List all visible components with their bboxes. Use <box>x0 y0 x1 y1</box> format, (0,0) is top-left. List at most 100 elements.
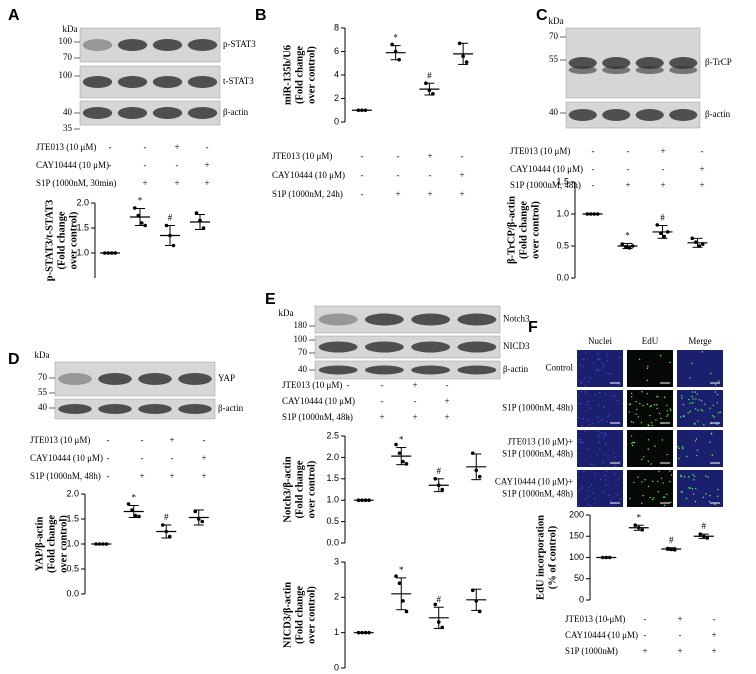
data-point <box>440 487 445 492</box>
edu-dot <box>694 408 697 410</box>
edu-dot <box>712 415 714 417</box>
edu-dot <box>691 391 694 393</box>
blot-band <box>635 109 664 121</box>
y-title-line: (Fold change <box>56 211 67 269</box>
edu-dot <box>669 408 671 410</box>
nucleus <box>598 404 600 407</box>
condition-mark: + <box>412 380 417 390</box>
nucleus <box>614 395 616 397</box>
nucleus <box>580 402 582 405</box>
condition-mark: + <box>660 180 665 190</box>
condition-mark: - <box>109 160 112 170</box>
edu-dot <box>692 473 694 476</box>
data-point <box>164 223 169 228</box>
nucleus <box>582 365 585 368</box>
data-point <box>356 498 361 503</box>
edu-dot <box>666 404 668 407</box>
edu-dot <box>681 395 683 397</box>
nucleus <box>606 360 609 362</box>
edu-dot <box>649 414 651 417</box>
condition-label: JTE013 (10 μM) <box>30 435 90 445</box>
data-point <box>585 212 590 216</box>
y-title: Notch3/β-actin (Fold change over control) <box>282 456 317 522</box>
edu-dot <box>656 407 658 410</box>
edu-dot <box>696 449 699 451</box>
data-point <box>102 251 107 255</box>
edu-dot <box>635 413 637 415</box>
y-tick-label: 0 <box>334 116 339 126</box>
edu-dot <box>661 439 664 441</box>
edu-dot <box>680 491 683 493</box>
data-point <box>367 630 371 635</box>
data-point <box>397 581 402 585</box>
nucleus <box>615 484 617 487</box>
edu-dot <box>693 422 696 424</box>
nucleus <box>616 399 619 402</box>
data-point <box>194 211 199 215</box>
data-point <box>393 49 398 54</box>
blot-name: β-actin <box>503 364 529 374</box>
nucleus <box>577 476 580 479</box>
blot <box>314 335 501 359</box>
edu-dot <box>669 361 671 364</box>
image-row-label: S1P (1000nM, 48h) <box>502 403 573 413</box>
blot-name: β-actin <box>223 107 249 117</box>
y-title: β-TrCP/β-actin (Fold change over control) <box>506 196 541 264</box>
data-point <box>397 451 402 455</box>
condition-label: S1P (1000nM, 24h) <box>272 189 343 199</box>
condition-mark: + <box>169 471 174 481</box>
condition-mark: + <box>142 178 147 188</box>
y-title-line: β-TrCP/β-actin <box>506 196 517 264</box>
condition-mark: - <box>461 151 464 161</box>
nucleus <box>608 414 610 417</box>
nucleus <box>578 395 580 398</box>
nucleus <box>603 435 606 437</box>
condition-mark: + <box>711 630 716 640</box>
condition-mark: - <box>701 146 704 156</box>
kda-marker: 35 <box>63 123 73 133</box>
condition-mark: - <box>347 412 350 422</box>
data-point <box>427 88 432 93</box>
nucleus <box>587 400 589 403</box>
edu-dot <box>642 494 644 497</box>
edu-dot <box>716 402 718 404</box>
condition-mark: - <box>644 630 647 640</box>
blot-name: β-actin <box>218 403 244 413</box>
edu-dot <box>689 410 691 413</box>
nucleus <box>600 432 603 434</box>
y-title: NICD3/β-actin (Fold change over control) <box>282 582 317 648</box>
edu-dot <box>683 415 685 417</box>
nucleus <box>600 419 603 421</box>
blot-band <box>98 373 132 385</box>
condition-mark: - <box>107 435 110 445</box>
data-point <box>97 542 102 546</box>
blot-band <box>669 57 698 69</box>
edu-dot <box>692 398 694 400</box>
data-point <box>436 483 441 488</box>
y-title-line: over control) <box>68 211 79 269</box>
condition-label: CAY10444 (10 μM) <box>282 396 355 406</box>
y-title: miR-135b/U6 (Fold change over control) <box>282 45 317 105</box>
edu-dot <box>695 398 697 400</box>
nucleus <box>599 448 601 451</box>
image-row-label: Control <box>545 363 573 373</box>
y-tick-label: 2.0 <box>76 197 89 207</box>
edu-dot <box>688 398 690 401</box>
nucleus <box>577 416 580 419</box>
kda-marker: 70 <box>298 347 308 357</box>
data-point <box>201 226 206 230</box>
condition-mark: + <box>379 412 384 422</box>
nucleus <box>607 454 609 457</box>
data-point <box>356 630 361 635</box>
data-point <box>464 60 469 64</box>
nucleus <box>582 417 585 420</box>
micrograph <box>577 390 623 427</box>
kda-label: kDa <box>63 24 78 34</box>
data-point <box>474 599 479 603</box>
y-title-line: over control) <box>530 201 541 259</box>
data-point <box>672 548 677 552</box>
micrograph <box>627 390 673 427</box>
nucleus <box>597 353 599 355</box>
kda-marker: 100 <box>59 36 73 46</box>
blot-name: p-STAT3 <box>223 39 256 49</box>
